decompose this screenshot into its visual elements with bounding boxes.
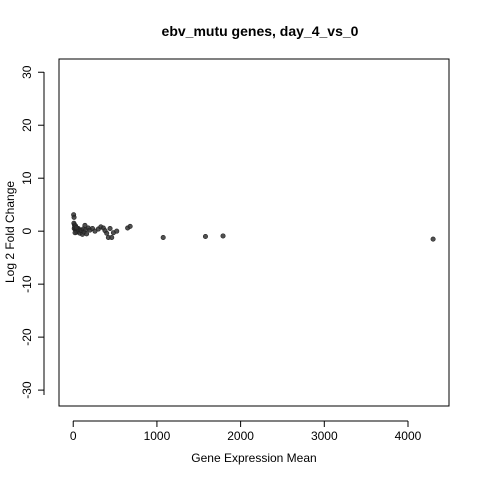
data-point: [160, 235, 166, 241]
data-point: [109, 235, 115, 241]
data-point: [430, 236, 436, 242]
x-tick-label: 0: [70, 429, 77, 443]
data-point: [84, 231, 90, 237]
y-tick-label: -20: [20, 328, 34, 346]
data-point: [107, 226, 113, 232]
data-point: [73, 224, 79, 230]
data-point: [127, 223, 133, 229]
data-point: [72, 230, 78, 236]
y-tick-label: 30: [20, 65, 34, 79]
data-point: [220, 233, 226, 239]
data-points: [71, 212, 436, 242]
y-tick-label: -30: [20, 381, 34, 399]
data-point: [71, 214, 77, 220]
data-point: [114, 228, 120, 234]
y-axis-ticks: -30 -20 -10 0 10 20 30: [20, 65, 44, 399]
y-tick-label: 10: [20, 171, 34, 185]
data-point: [202, 233, 208, 239]
x-tick-label: 1000: [144, 429, 171, 443]
data-point: [104, 230, 110, 236]
x-tick-label: 4000: [395, 429, 422, 443]
x-tick-label: 2000: [227, 429, 254, 443]
y-axis-label: Log 2 Fold Change: [3, 181, 17, 283]
x-axis-ticks: 0 1000 2000 3000 4000: [70, 421, 422, 443]
x-tick-label: 3000: [311, 429, 338, 443]
x-axis-label: Gene Expression Mean: [191, 451, 316, 465]
y-tick-label: 20: [20, 118, 34, 132]
y-tick-label: 0: [20, 228, 34, 235]
plot-frame: [58, 58, 450, 407]
chart-title: ebv_mutu genes, day_4_vs_0: [162, 23, 359, 39]
y-tick-label: -10: [20, 275, 34, 293]
